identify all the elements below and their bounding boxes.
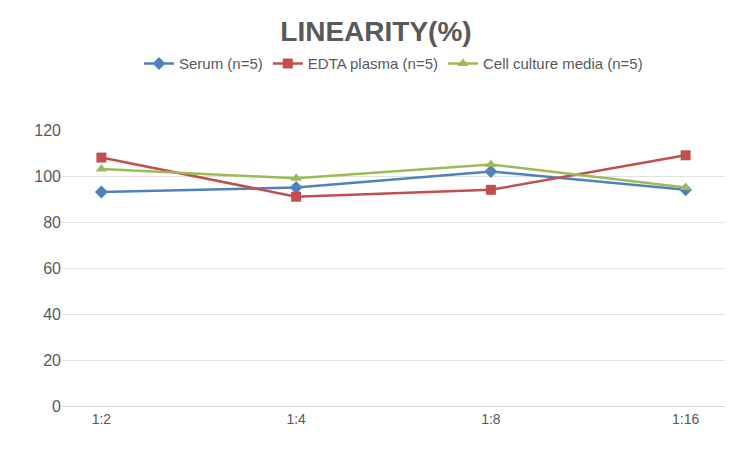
svg-text:Serum (n=5): Serum (n=5): [179, 55, 263, 72]
svg-text:1:16: 1:16: [672, 411, 699, 427]
svg-text:80: 80: [43, 214, 61, 231]
svg-text:120: 120: [34, 122, 61, 139]
svg-text:1:2: 1:2: [92, 411, 112, 427]
svg-text:Cell culture media (n=5): Cell culture media (n=5): [483, 55, 643, 72]
svg-text:EDTA plasma (n=5): EDTA plasma (n=5): [308, 55, 438, 72]
svg-text:LINEARITY(%): LINEARITY(%): [280, 16, 471, 47]
svg-text:40: 40: [43, 306, 61, 323]
svg-text:100: 100: [34, 168, 61, 185]
svg-text:20: 20: [43, 352, 61, 369]
svg-text:60: 60: [43, 260, 61, 277]
svg-text:1:8: 1:8: [481, 411, 501, 427]
svg-text:1:4: 1:4: [286, 411, 306, 427]
svg-text:0: 0: [52, 398, 61, 415]
